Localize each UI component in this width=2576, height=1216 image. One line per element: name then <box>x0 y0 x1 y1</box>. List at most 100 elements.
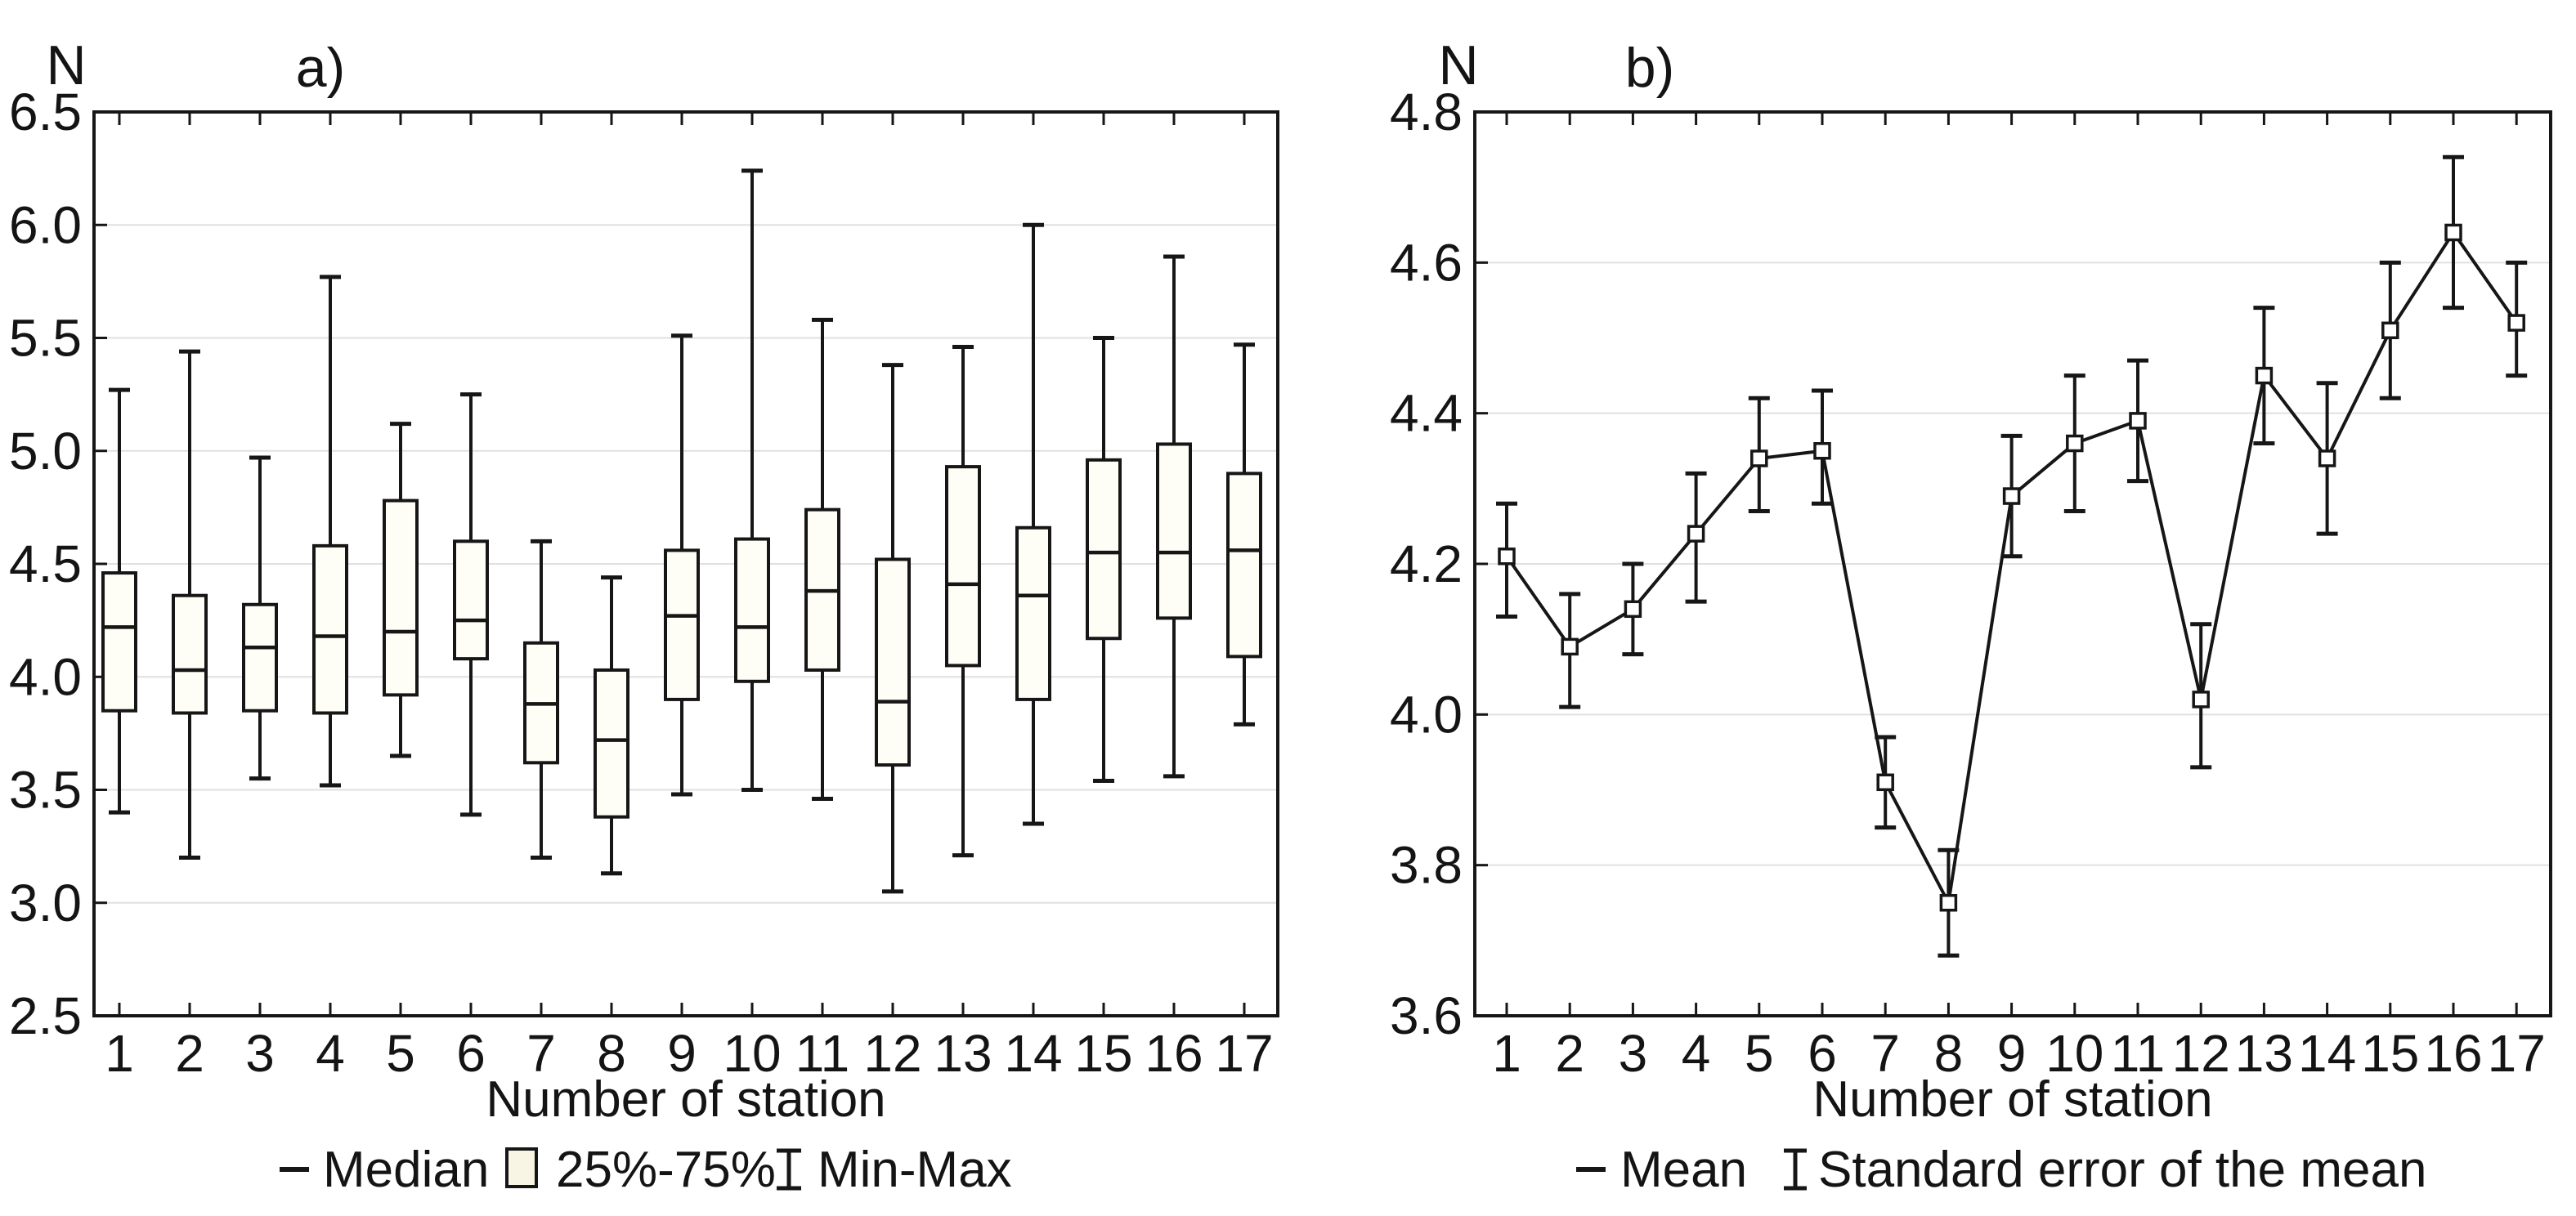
legend-label-mean: Mean <box>1620 1142 1747 1198</box>
mean-marker <box>2192 691 2210 709</box>
quartile-box <box>312 543 348 715</box>
mean-point-station-15 <box>2379 260 2401 400</box>
mean-point-station-9 <box>2000 433 2023 559</box>
quartile-box <box>594 668 629 819</box>
panel-a-x-axis-label: Number of station <box>486 1071 885 1128</box>
mean-point-station-8 <box>1938 847 1960 958</box>
box-station-9 <box>664 333 700 797</box>
x-tick-label: 2 <box>175 1024 204 1083</box>
legend-label-median: Median <box>323 1142 489 1198</box>
mean-point-station-6 <box>1812 388 1833 506</box>
panel-b-legend: Mean Standard error of the mean <box>1576 1142 2426 1198</box>
x-tick-label: 7 <box>526 1024 556 1083</box>
quartile-box <box>101 571 137 713</box>
box-station-14 <box>1015 222 1051 826</box>
x-tick-label: 8 <box>1934 1024 1964 1083</box>
x-tick-label: 13 <box>934 1024 992 1083</box>
x-tick-label: 9 <box>1997 1024 2027 1083</box>
panel-b-y-unit-label: N <box>1438 34 1478 96</box>
x-tick-label: 3 <box>245 1024 275 1083</box>
x-tick-label: 12 <box>2172 1024 2230 1083</box>
quartile-box <box>242 602 278 713</box>
mean-marker <box>1498 548 1516 566</box>
mean-point-station-11 <box>2127 358 2148 484</box>
box-station-1 <box>101 387 137 815</box>
mean-marker <box>1813 442 1831 460</box>
y-tick-label: 3.8 <box>1390 836 1463 895</box>
panel-b-chart: 4.84.64.44.24.03.83.61 2 3 4 5 6 7 8 9 10 11 12 13 14… <box>1390 34 2552 1198</box>
box-station-7 <box>523 539 559 860</box>
x-tick-label: 3 <box>1619 1024 1648 1083</box>
x-tick-label: 6 <box>1808 1024 1837 1083</box>
mean-marker <box>2444 223 2462 242</box>
mean-point-station-1 <box>1496 501 1517 619</box>
y-tick-label: 4.8 <box>1390 83 1463 141</box>
x-tick-label: 5 <box>1745 1024 1774 1083</box>
y-tick-label: 4.0 <box>1390 685 1463 744</box>
y-tick-label: 4.5 <box>9 534 82 593</box>
y-tick-label: 3.0 <box>9 874 82 932</box>
y-tick-label: 4.0 <box>9 647 82 706</box>
box-station-11 <box>804 317 840 802</box>
mean-marker <box>2066 434 2084 453</box>
x-tick-label: 9 <box>667 1024 697 1083</box>
box-station-15 <box>1086 336 1122 783</box>
minmax-whisker-icon <box>777 1148 801 1191</box>
panel-a-title: a) <box>296 37 345 99</box>
x-tick-label: 14 <box>2298 1024 2356 1083</box>
box-station-5 <box>383 422 419 758</box>
mean-point-station-17 <box>2506 260 2528 378</box>
x-tick-label: 5 <box>386 1024 415 1083</box>
panel-a-legend: Median 25%-75% Min-Max <box>280 1142 1012 1198</box>
x-tick-label: 15 <box>1074 1024 1132 1083</box>
mean-point-station-12 <box>2190 622 2212 770</box>
y-tick-label: 6.5 <box>9 83 82 141</box>
y-tick-label: 4.6 <box>1390 233 1463 292</box>
quartile-box <box>453 539 489 661</box>
mean-marker <box>2381 321 2399 340</box>
y-tick-label: 3.5 <box>9 761 82 820</box>
panel-a-y-unit-label: N <box>46 34 86 96</box>
x-tick-label: 10 <box>723 1024 781 1083</box>
quartile-box <box>1015 525 1051 701</box>
box-station-6 <box>453 392 489 817</box>
quartile-box <box>1156 442 1192 620</box>
mean-marker <box>2002 487 2021 505</box>
x-tick-label: 2 <box>1555 1024 1584 1083</box>
quartile-box-swatch-icon <box>505 1147 538 1188</box>
x-tick-label: 4 <box>316 1024 345 1083</box>
x-tick-label: 16 <box>1145 1024 1203 1083</box>
x-tick-label: 6 <box>456 1024 486 1083</box>
mean-marker <box>1624 600 1642 619</box>
mean-point-station-16 <box>2443 154 2464 311</box>
x-tick-label: 15 <box>2361 1024 2419 1083</box>
panel-a-chart: 6.56.05.55.04.54.03.53.02.51 2 3 4 5 6 7 8 9 10 11… <box>9 34 1279 1198</box>
x-tick-label: 10 <box>2045 1024 2103 1083</box>
legend-label-minmax: Min-Max <box>818 1142 1012 1198</box>
mean-point-station-3 <box>1622 561 1644 657</box>
mean-point-station-13 <box>2253 306 2275 446</box>
quartile-box <box>875 557 911 767</box>
mean-marker <box>1687 525 1705 543</box>
panel-a-plot-area: 6.56.05.55.04.54.03.53.02.51 2 3 4 5 6 7 8 9 10 11… <box>9 83 1279 1083</box>
quartile-box <box>383 498 419 697</box>
box-station-4 <box>312 275 348 788</box>
x-tick-label: 8 <box>597 1024 626 1083</box>
y-tick-label: 2.5 <box>9 986 82 1045</box>
x-tick-label: 13 <box>2235 1024 2293 1083</box>
y-tick-label: 5.5 <box>9 309 82 368</box>
panel-b-x-axis-label: Number of station <box>1812 1071 2212 1128</box>
mean-point-station-4 <box>1685 471 1707 604</box>
x-tick-label: 4 <box>1682 1024 1711 1083</box>
mean-marker <box>2255 366 2274 385</box>
x-tick-label: 14 <box>1004 1024 1062 1083</box>
panel-b-plot-area: 4.84.64.44.24.03.83.61 2 3 4 5 6 7 8 9 10 11 12 13 14… <box>1390 83 2552 1083</box>
x-tick-label: 12 <box>863 1024 921 1083</box>
x-tick-label: 11 <box>795 1024 849 1083</box>
quartile-box <box>945 465 981 668</box>
box-station-17 <box>1226 342 1262 726</box>
mean-marker <box>1876 773 1894 792</box>
x-tick-label: 11 <box>2111 1024 2165 1083</box>
x-tick-label: 17 <box>1215 1024 1273 1083</box>
